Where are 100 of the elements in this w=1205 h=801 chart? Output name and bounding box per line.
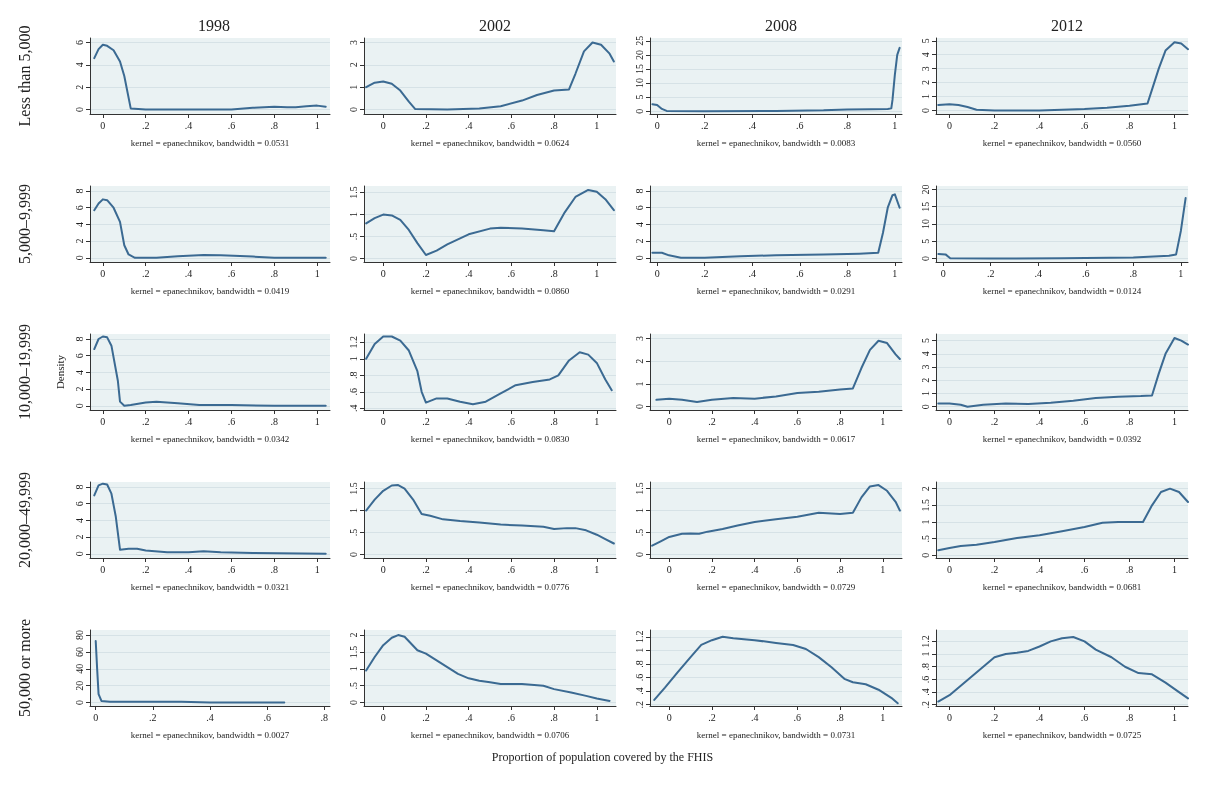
x-tick-label: .2 bbox=[141, 563, 150, 575]
y-tick-label: 2 bbox=[73, 534, 85, 540]
y-tick-label: 2 bbox=[633, 358, 645, 364]
y-tick-label: 1.5 bbox=[347, 482, 359, 495]
x-tick-label: .2 bbox=[422, 415, 430, 427]
line-series bbox=[93, 198, 327, 259]
x-tick-label: 1 bbox=[892, 267, 898, 279]
y-tick-label: 0 bbox=[919, 552, 931, 558]
y-tick-label: .5 bbox=[347, 232, 359, 241]
x-tick-label: 0 bbox=[380, 415, 386, 427]
x-tick-label: .2 bbox=[708, 415, 716, 427]
chart-title: 2008 bbox=[765, 16, 797, 34]
x-axis-title: kernel = epanechnikov, bandwidth = 0.0342 bbox=[130, 433, 290, 444]
y-tick-label: 2 bbox=[73, 386, 85, 392]
y-axis-title: 20,000–49,999 bbox=[15, 472, 33, 568]
line-series bbox=[93, 335, 327, 407]
x-tick-label: 1 bbox=[1178, 267, 1184, 279]
line-series bbox=[365, 634, 611, 702]
y-tick-label: 20 bbox=[633, 49, 645, 60]
y-tick-label: 4 bbox=[919, 351, 931, 357]
x-tick-label: .2 bbox=[986, 267, 995, 279]
y-tick-label: .5 bbox=[633, 528, 645, 537]
x-tick-label: .8 bbox=[270, 267, 279, 279]
y-tick-label: .4 bbox=[633, 687, 645, 695]
x-axis-title: kernel = epanechnikov, bandwidth = 0.0729 bbox=[696, 581, 856, 592]
y-tick-label: 1.2 bbox=[919, 635, 931, 648]
y-tick-label: .4 bbox=[919, 688, 931, 696]
x-axis-title: kernel = epanechnikov, bandwidth = 0.0321 bbox=[130, 581, 290, 592]
line-series bbox=[93, 43, 327, 111]
x-axis-title: kernel = epanechnikov, bandwidth = 0.0083 bbox=[696, 137, 856, 148]
line-series bbox=[93, 482, 327, 555]
x-tick-label: 0 bbox=[654, 267, 660, 279]
x-tick-label: 0 bbox=[947, 563, 952, 575]
y-tick-label: 1 bbox=[633, 381, 645, 387]
y-tick-label: 8 bbox=[73, 336, 85, 342]
x-tick-label: .8 bbox=[550, 415, 558, 427]
x-tick-label: .6 bbox=[1080, 711, 1089, 723]
x-tick-label: .8 bbox=[550, 119, 558, 131]
x-tick-label: .6 bbox=[227, 267, 236, 279]
y-tick-label: 4 bbox=[73, 517, 85, 523]
x-tick-label: 0 bbox=[380, 267, 386, 279]
x-tick-label: .6 bbox=[1080, 119, 1089, 131]
x-tick-label: 1 bbox=[594, 415, 600, 427]
x-tick-label: .4 bbox=[464, 267, 473, 279]
x-tick-label: .4 bbox=[206, 711, 214, 723]
y-tick-label: 0 bbox=[347, 700, 359, 706]
x-tick-label: .4 bbox=[464, 119, 473, 131]
y-tick-label: 1.5 bbox=[347, 645, 359, 659]
x-tick-label: 0 bbox=[666, 711, 672, 723]
y-axis-title: 10,000–19,999 bbox=[15, 324, 33, 420]
line-series bbox=[655, 339, 901, 404]
chart-title: 1998 bbox=[198, 16, 230, 34]
y-tick-label: .6 bbox=[347, 388, 359, 396]
x-tick-label: 1 bbox=[594, 119, 600, 131]
x-tick-label: .2 bbox=[700, 119, 709, 131]
x-tick-label: 0 bbox=[666, 563, 672, 575]
y-tick-label: 80 bbox=[73, 630, 85, 641]
chart-title: 2012 bbox=[1051, 16, 1083, 34]
y-tick-label: 1.5 bbox=[347, 186, 359, 199]
y-tick-label: 2 bbox=[73, 238, 85, 244]
x-tick-label: .2 bbox=[708, 711, 716, 723]
y-tick-label: 1.5 bbox=[633, 482, 645, 495]
y-tick-label: 2 bbox=[347, 62, 359, 68]
y-tick-label: 5 bbox=[919, 238, 931, 244]
y-tick-label: 6 bbox=[73, 353, 85, 359]
x-tick-label: 1 bbox=[314, 415, 320, 427]
x-tick-label: .8 bbox=[1125, 415, 1134, 427]
x-tick-label: 1 bbox=[1172, 119, 1177, 131]
y-tick-label: 5 bbox=[633, 94, 645, 100]
y-tick-label: 1.2 bbox=[633, 630, 645, 644]
x-tick-label: .6 bbox=[796, 119, 804, 131]
y-tick-label: 6 bbox=[633, 205, 645, 211]
x-axis-title: kernel = epanechnikov, bandwidth = 0.0419 bbox=[130, 285, 290, 296]
line-series bbox=[937, 635, 1189, 703]
x-tick-label: 1 bbox=[880, 563, 886, 575]
y-tick-label: 4 bbox=[73, 369, 85, 375]
x-axis-title: kernel = epanechnikov, bandwidth = 0.0776 bbox=[410, 581, 570, 592]
y-axis-title: Less than 5,000 bbox=[15, 25, 33, 127]
x-tick-label: .6 bbox=[507, 267, 516, 279]
y-tick-label: 2 bbox=[347, 632, 359, 638]
y-tick-label: 1 bbox=[919, 94, 931, 100]
x-tick-label: .4 bbox=[748, 267, 756, 279]
x-tick-label: .4 bbox=[750, 563, 759, 575]
x-axis-title: kernel = epanechnikov, bandwidth = 0.0725 bbox=[982, 729, 1142, 740]
x-tick-label: 1 bbox=[594, 563, 600, 575]
x-tick-label: .2 bbox=[422, 711, 430, 723]
y-tick-label: .5 bbox=[347, 528, 359, 537]
y-tick-label: 4 bbox=[73, 62, 85, 68]
y-tick-label: 0 bbox=[633, 404, 645, 410]
y-tick-label: 0 bbox=[347, 107, 359, 113]
x-tick-label: .2 bbox=[141, 119, 150, 131]
y-tick-label: 2 bbox=[919, 486, 931, 492]
x-tick-label: .6 bbox=[263, 711, 271, 723]
y-tick-label: 4 bbox=[633, 221, 645, 227]
y-tick-label: 0 bbox=[73, 551, 85, 557]
x-tick-label: 1 bbox=[594, 267, 600, 279]
y-tick-label: 1 bbox=[347, 508, 359, 514]
x-tick-label: .2 bbox=[700, 267, 709, 279]
y-tick-label: 25 bbox=[633, 35, 645, 46]
x-tick-label: .2 bbox=[990, 711, 999, 723]
